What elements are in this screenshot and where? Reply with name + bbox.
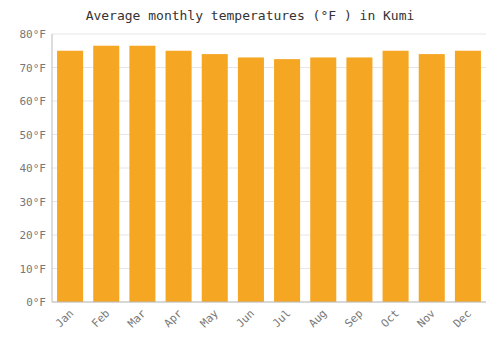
x-tick-label: Apr — [161, 307, 185, 331]
y-tick-label: 60°F — [20, 95, 47, 108]
bar — [238, 57, 264, 302]
x-tick-label: Feb — [89, 307, 112, 330]
bar — [93, 46, 119, 302]
bars — [57, 46, 481, 302]
x-tick-label: Nov — [415, 307, 439, 331]
x-tick-label: May — [198, 307, 222, 331]
y-tick-label: 70°F — [20, 62, 47, 75]
y-tick-label: 30°F — [20, 196, 47, 209]
y-tick-label: 10°F — [20, 263, 47, 276]
bar — [202, 54, 228, 302]
x-tick-label: Aug — [306, 307, 329, 330]
bar — [310, 57, 336, 302]
x-tick-label: Sep — [342, 307, 365, 330]
x-axis-line — [52, 302, 486, 303]
y-tick-label: 80°F — [20, 28, 47, 41]
bar — [419, 54, 445, 302]
grid-line — [52, 302, 486, 303]
x-tick-label: Dec — [451, 307, 474, 330]
y-tick-label: 0°F — [26, 296, 46, 309]
x-tick-label: Jan — [53, 307, 76, 330]
bar — [274, 59, 300, 302]
x-tick-label: Jun — [234, 307, 257, 330]
chart: Average monthly temperatures (°F ) in Ku… — [0, 0, 500, 350]
y-tick-label: 20°F — [20, 229, 47, 242]
x-tick-label: Oct — [378, 307, 401, 330]
x-axis: Jan Feb Mar Apr May Jun Jul Aug Sep Oct Nov Dec — [53, 307, 474, 331]
bar — [57, 51, 83, 302]
y-axis: 0°F 10°F 20°F 30°F 40°F 50°F 60°F 70°F 80°F — [20, 28, 487, 309]
title: Average monthly temperatures (°F ) in Ku… — [86, 8, 415, 23]
bar — [129, 46, 155, 302]
y-tick-label: 50°F — [20, 129, 47, 142]
grid-line — [52, 34, 486, 35]
bar — [383, 51, 409, 302]
y-tick-label: 40°F — [20, 162, 47, 175]
bar — [455, 51, 481, 302]
x-tick-label: Mar — [125, 307, 149, 331]
y-axis-line — [52, 34, 53, 302]
x-tick-label: Jul — [270, 307, 293, 330]
bar — [346, 57, 372, 302]
bar — [166, 51, 192, 302]
